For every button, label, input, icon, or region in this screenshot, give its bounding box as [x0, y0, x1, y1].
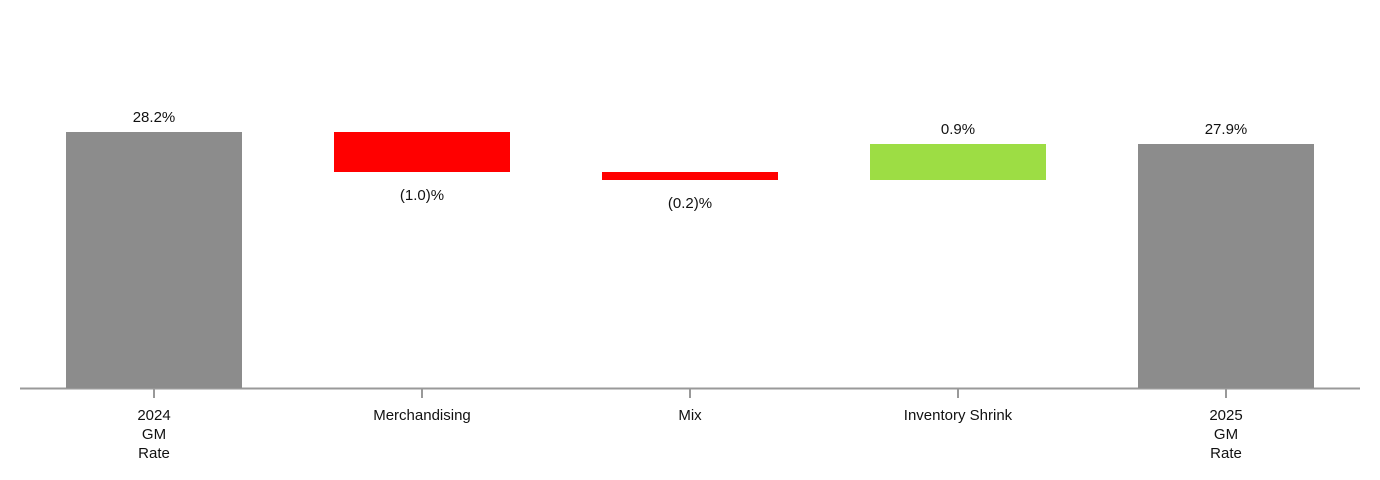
x-tick-label: Merchandising: [373, 407, 471, 424]
value-label: (1.0)%: [400, 187, 444, 204]
value-label: 0.9%: [941, 121, 975, 138]
bar: [602, 172, 778, 180]
value-label: (0.2)%: [668, 195, 712, 212]
bar: [334, 132, 510, 172]
bar: [66, 132, 242, 388]
x-tick-label: 2025 GM Rate: [1209, 407, 1243, 462]
x-tick-label: Inventory Shrink: [903, 407, 1013, 424]
bar: [870, 144, 1046, 180]
bar: [1138, 144, 1314, 388]
value-label: 27.9%: [1205, 121, 1248, 138]
x-tick-label: 2024 GM Rate: [137, 407, 171, 462]
value-label: 28.2%: [133, 109, 176, 126]
x-tick-label: Mix: [678, 407, 702, 424]
